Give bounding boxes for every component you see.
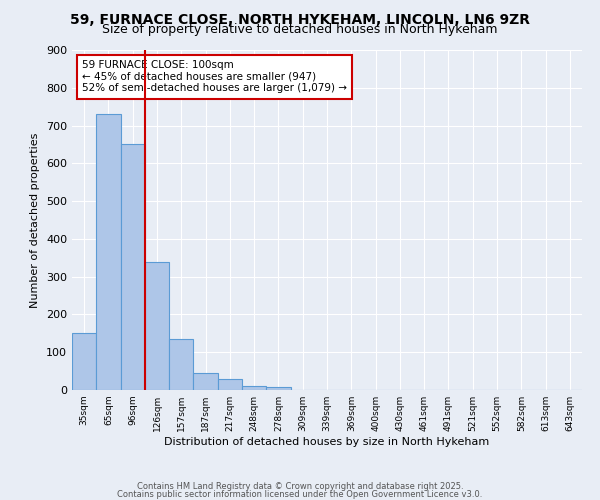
Bar bbox=[242, 386, 266, 390]
Bar bbox=[266, 387, 290, 390]
Bar bbox=[72, 334, 96, 390]
Text: Size of property relative to detached houses in North Hykeham: Size of property relative to detached ho… bbox=[102, 22, 498, 36]
Bar bbox=[96, 114, 121, 390]
Bar bbox=[169, 339, 193, 390]
Bar bbox=[193, 373, 218, 390]
Y-axis label: Number of detached properties: Number of detached properties bbox=[31, 132, 40, 308]
Bar bbox=[218, 378, 242, 390]
Text: Contains HM Land Registry data © Crown copyright and database right 2025.: Contains HM Land Registry data © Crown c… bbox=[137, 482, 463, 491]
Bar bbox=[145, 262, 169, 390]
Bar bbox=[121, 144, 145, 390]
X-axis label: Distribution of detached houses by size in North Hykeham: Distribution of detached houses by size … bbox=[164, 437, 490, 447]
Text: 59 FURNACE CLOSE: 100sqm
← 45% of detached houses are smaller (947)
52% of semi-: 59 FURNACE CLOSE: 100sqm ← 45% of detach… bbox=[82, 60, 347, 94]
Text: 59, FURNACE CLOSE, NORTH HYKEHAM, LINCOLN, LN6 9ZR: 59, FURNACE CLOSE, NORTH HYKEHAM, LINCOL… bbox=[70, 12, 530, 26]
Text: Contains public sector information licensed under the Open Government Licence v3: Contains public sector information licen… bbox=[118, 490, 482, 499]
